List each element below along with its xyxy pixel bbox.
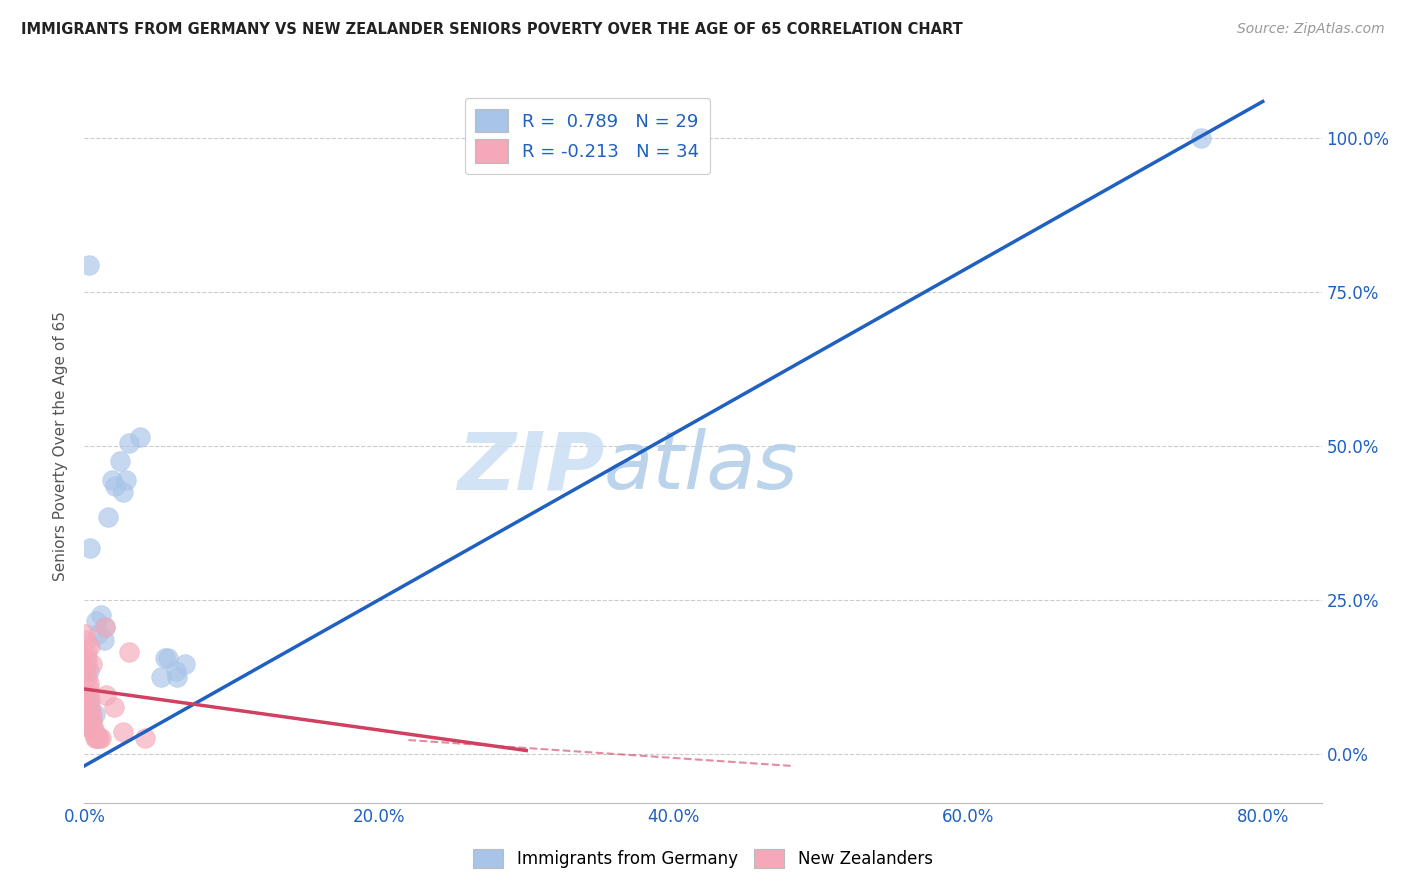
Point xyxy=(82,719,104,733)
Y-axis label: Seniors Poverty Over the Age of 65: Seniors Poverty Over the Age of 65 xyxy=(53,311,69,581)
Point xyxy=(111,485,134,500)
Point xyxy=(90,608,112,623)
Point xyxy=(77,258,100,272)
Point xyxy=(117,436,139,450)
Point xyxy=(75,632,97,647)
Point xyxy=(155,651,177,665)
Point xyxy=(82,725,104,739)
Point xyxy=(77,681,100,696)
Point xyxy=(90,731,112,746)
Point xyxy=(129,430,152,444)
Point xyxy=(76,670,98,684)
Text: IMMIGRANTS FROM GERMANY VS NEW ZEALANDER SENIORS POVERTY OVER THE AGE OF 65 CORR: IMMIGRANTS FROM GERMANY VS NEW ZEALANDER… xyxy=(21,22,963,37)
Point xyxy=(114,473,136,487)
Point xyxy=(84,731,107,746)
Point xyxy=(79,713,101,727)
Point xyxy=(157,651,180,665)
Text: ZIP: ZIP xyxy=(457,428,605,507)
Point xyxy=(76,651,98,665)
Point xyxy=(79,639,101,653)
Point xyxy=(86,731,108,746)
Point xyxy=(76,706,98,721)
Point xyxy=(165,664,187,678)
Point xyxy=(94,620,117,634)
Text: Source: ZipAtlas.com: Source: ZipAtlas.com xyxy=(1237,22,1385,37)
Point xyxy=(94,620,117,634)
Point xyxy=(79,713,101,727)
Point xyxy=(76,645,98,659)
Point xyxy=(166,670,188,684)
Point xyxy=(80,706,103,721)
Point xyxy=(149,670,172,684)
Point xyxy=(134,731,156,746)
Point xyxy=(79,700,101,714)
Point xyxy=(96,688,118,702)
Point xyxy=(83,725,105,739)
Point xyxy=(75,713,97,727)
Point xyxy=(173,657,195,672)
Point xyxy=(75,694,97,708)
Point xyxy=(75,719,97,733)
Point xyxy=(83,706,105,721)
Point xyxy=(101,473,124,487)
Point xyxy=(75,719,97,733)
Text: atlas: atlas xyxy=(605,428,799,507)
Point xyxy=(75,664,97,678)
Point xyxy=(87,731,110,746)
Point xyxy=(84,615,107,629)
Point xyxy=(77,664,100,678)
Point xyxy=(77,688,100,702)
Point xyxy=(86,626,108,640)
Point xyxy=(1189,131,1212,145)
Point xyxy=(97,509,120,524)
Point xyxy=(77,694,100,708)
Point xyxy=(75,626,97,640)
Point xyxy=(111,725,134,739)
Point xyxy=(80,657,103,672)
Point xyxy=(79,694,101,708)
Legend: Immigrants from Germany, New Zealanders: Immigrants from Germany, New Zealanders xyxy=(467,842,939,875)
Point xyxy=(93,632,115,647)
Point xyxy=(104,479,127,493)
Point xyxy=(76,657,98,672)
Point xyxy=(79,541,101,555)
Legend: R =  0.789   N = 29, R = -0.213   N = 34: R = 0.789 N = 29, R = -0.213 N = 34 xyxy=(464,98,710,174)
Point xyxy=(77,676,100,690)
Point xyxy=(79,706,101,721)
Point xyxy=(83,731,105,746)
Point xyxy=(117,645,139,659)
Point xyxy=(108,454,131,468)
Point xyxy=(80,713,103,727)
Point xyxy=(103,700,125,714)
